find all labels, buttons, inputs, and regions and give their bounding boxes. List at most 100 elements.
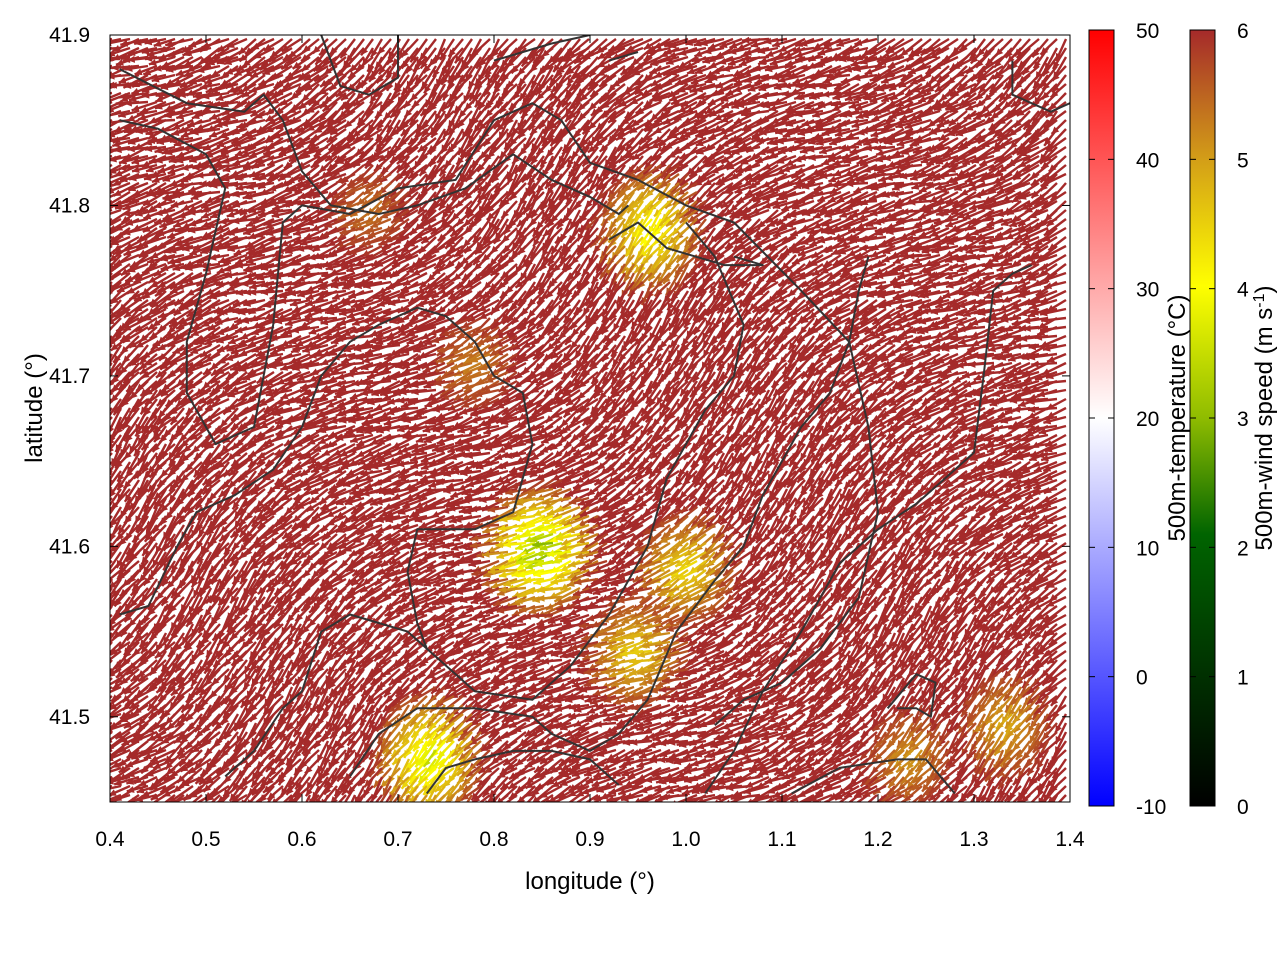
wind-vector-head — [772, 40, 781, 48]
wind-vector — [110, 37, 131, 45]
wind-vector-head — [82, 93, 90, 100]
wind-vector-head — [92, 150, 100, 156]
wind-vector-head — [703, 47, 712, 55]
wind-vector-head — [101, 45, 108, 52]
wind-vector-field — [82, 36, 1068, 802]
wind-vector-head — [110, 54, 113, 62]
wind-vector-head — [765, 50, 774, 57]
wind-vector-head — [440, 52, 448, 60]
wind-vector-head — [92, 40, 100, 47]
wind-vector-head — [204, 77, 213, 85]
wind-vector-head — [224, 58, 233, 66]
wind-vector-head — [718, 57, 727, 65]
wind-vector-head — [110, 72, 115, 80]
wind-vector-head — [251, 42, 260, 50]
wind-vector — [110, 100, 113, 105]
wind-vector-head — [650, 59, 658, 67]
wind-vector-head — [823, 40, 832, 48]
wind-vector-head — [87, 56, 95, 63]
wind-vector-head — [929, 51, 938, 59]
wind-vector-head — [96, 177, 104, 184]
wind-vector-head — [127, 49, 136, 57]
wind-vector — [110, 37, 122, 43]
wind-vector-head — [92, 224, 100, 231]
wind-vector — [110, 217, 113, 222]
wind-vector-head — [553, 64, 561, 72]
wind-vector-head — [225, 68, 234, 75]
wind-vector-head — [908, 67, 917, 75]
wind-vector-head — [96, 107, 104, 113]
wind-vector-head — [102, 253, 110, 260]
wind-vector-head — [175, 69, 184, 77]
wind-vector-head — [695, 67, 704, 75]
wind-vector-head — [574, 56, 583, 64]
wind-vector-head — [416, 58, 424, 67]
wind-vector-head — [386, 69, 394, 78]
wind-vector-head — [93, 169, 101, 175]
wind-vector-head — [100, 138, 108, 145]
wind-vector-head — [189, 78, 198, 85]
wind-vector-head — [817, 48, 826, 56]
wind-vector-head — [793, 46, 801, 54]
wind-vector-head — [92, 105, 100, 111]
wind-vector — [110, 91, 113, 95]
wind-vector-head — [92, 64, 99, 71]
wind-vector-head — [729, 41, 738, 49]
wind-vector-head — [813, 42, 822, 50]
wind-vector — [110, 235, 113, 240]
wind-vector-head — [742, 36, 750, 44]
wind-vector-head — [87, 137, 95, 144]
wind-vector-head — [183, 70, 192, 78]
wind-vector-head — [94, 60, 102, 67]
wind-vector-head — [99, 125, 107, 132]
wind-vector-head — [1033, 80, 1041, 89]
wind-vector-head — [633, 85, 642, 94]
wind-vector-head — [911, 49, 920, 57]
wind-vector-head — [101, 138, 109, 145]
wind-vector-head — [666, 58, 674, 65]
wind-vector-head — [597, 69, 606, 76]
wind-vector-head — [850, 60, 859, 67]
wind-vector-head — [184, 49, 193, 56]
wind-vector-head — [120, 39, 129, 47]
wind-vector-head — [102, 112, 110, 119]
wind-vector-head — [96, 87, 104, 94]
wind-vector-head — [700, 39, 709, 47]
wind-vector-head — [776, 51, 785, 58]
wind-vector — [110, 46, 122, 50]
wind-vector-head — [844, 65, 853, 73]
wind-vector — [110, 82, 113, 87]
wind-vector-head — [549, 77, 557, 86]
wind-vector-head — [1040, 47, 1049, 55]
wind-vector-head — [216, 57, 225, 65]
wind-vector-head — [668, 51, 677, 59]
wind-vector-head — [757, 47, 766, 55]
wind-vector — [110, 136, 113, 140]
wind-vector-head — [687, 67, 696, 75]
wind-vector — [110, 154, 113, 158]
wind-vector — [110, 200, 113, 204]
wind-vector-head — [85, 76, 93, 83]
wind-vector-head — [649, 67, 658, 75]
wind-vector-head — [90, 196, 98, 202]
wind-vector — [110, 226, 113, 231]
wind-vector-head — [576, 50, 585, 59]
wind-vector-head — [634, 79, 643, 86]
wind-vector-head — [878, 58, 887, 66]
wind-vector-head — [100, 208, 108, 215]
wind-vector-head — [531, 50, 540, 58]
wind-vector-head — [728, 58, 737, 66]
wind-vector-head — [742, 68, 751, 76]
wind-vector-head — [97, 76, 105, 83]
wind-vector-head — [664, 48, 672, 55]
wind-vector-head — [597, 60, 606, 68]
wind-vector-head — [864, 68, 873, 75]
wind-vector-head — [226, 41, 235, 48]
wind-vector-head — [93, 133, 101, 140]
wind-vector — [110, 64, 113, 68]
wind-vector-head — [92, 186, 100, 193]
wind-vector — [110, 55, 113, 59]
wind-vector-head — [93, 124, 101, 131]
wind-vector-head — [1033, 60, 1041, 69]
wind-vector-head — [86, 242, 94, 248]
